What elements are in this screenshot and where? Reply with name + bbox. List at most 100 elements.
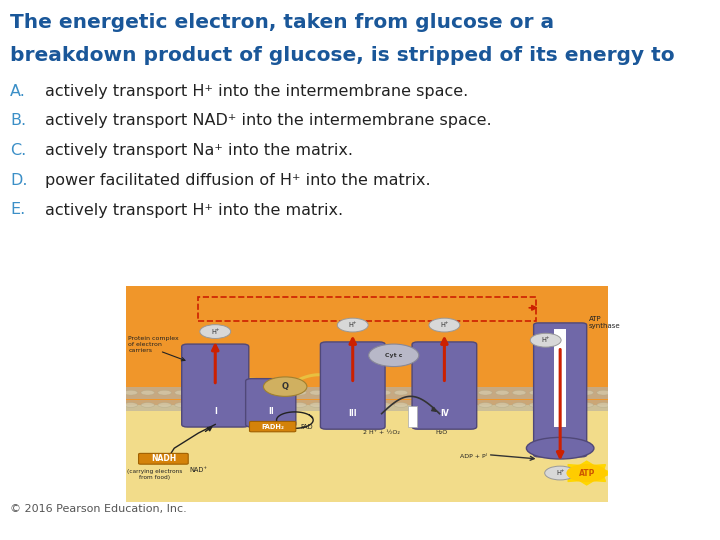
FancyBboxPatch shape (246, 379, 296, 427)
Ellipse shape (158, 390, 171, 395)
Ellipse shape (377, 403, 391, 407)
Ellipse shape (158, 403, 171, 407)
Ellipse shape (209, 390, 222, 395)
Ellipse shape (124, 390, 138, 395)
Ellipse shape (259, 390, 273, 395)
Ellipse shape (513, 403, 526, 407)
Ellipse shape (546, 390, 559, 395)
Ellipse shape (580, 403, 593, 407)
Text: Cyt c: Cyt c (385, 353, 402, 358)
Text: (carrying electrons
from food): (carrying electrons from food) (127, 469, 183, 480)
FancyBboxPatch shape (250, 421, 296, 432)
Ellipse shape (395, 403, 408, 407)
Text: NADH: NADH (150, 454, 176, 463)
Circle shape (200, 325, 230, 339)
Ellipse shape (259, 403, 273, 407)
Ellipse shape (276, 403, 289, 407)
Ellipse shape (242, 390, 256, 395)
Bar (126, 405, 608, 502)
Ellipse shape (597, 390, 611, 395)
Text: H⁺: H⁺ (556, 470, 564, 476)
Text: C.: C. (10, 143, 27, 158)
Ellipse shape (563, 403, 577, 407)
Ellipse shape (411, 403, 425, 407)
Ellipse shape (225, 403, 239, 407)
Text: B.: B. (10, 113, 26, 129)
Text: actively transport Na⁺ into the matrix.: actively transport Na⁺ into the matrix. (45, 143, 353, 158)
Text: FAD: FAD (300, 423, 313, 430)
Bar (554, 329, 567, 427)
Ellipse shape (395, 390, 408, 395)
Text: Q: Q (282, 382, 289, 391)
Text: I: I (214, 407, 217, 416)
FancyBboxPatch shape (138, 454, 188, 464)
Ellipse shape (175, 403, 188, 407)
Text: The energetic electron, taken from glucose or a: The energetic electron, taken from gluco… (10, 14, 554, 32)
Ellipse shape (546, 403, 559, 407)
Ellipse shape (293, 403, 307, 407)
Bar (126, 387, 608, 399)
Ellipse shape (310, 390, 323, 395)
Bar (408, 406, 417, 427)
Ellipse shape (141, 403, 155, 407)
Text: IV: IV (440, 409, 449, 418)
Bar (126, 286, 608, 405)
Text: actively transport H⁺ into the matrix.: actively transport H⁺ into the matrix. (45, 202, 343, 218)
Text: breakdown product of glucose, is stripped of its energy to: breakdown product of glucose, is strippe… (10, 46, 675, 65)
Ellipse shape (462, 403, 475, 407)
Text: H⁺: H⁺ (211, 328, 220, 335)
Ellipse shape (428, 403, 441, 407)
Ellipse shape (411, 390, 425, 395)
Polygon shape (560, 461, 613, 485)
Ellipse shape (428, 390, 441, 395)
Ellipse shape (327, 403, 340, 407)
Ellipse shape (563, 390, 577, 395)
Circle shape (530, 333, 561, 347)
Text: Protein complex
of electron
carriers: Protein complex of electron carriers (128, 336, 179, 353)
Bar (126, 400, 608, 411)
FancyBboxPatch shape (534, 323, 587, 457)
Circle shape (337, 318, 368, 332)
Ellipse shape (141, 390, 155, 395)
Ellipse shape (124, 403, 138, 407)
Ellipse shape (479, 390, 492, 395)
Ellipse shape (445, 390, 459, 395)
Text: II: II (268, 407, 274, 416)
Ellipse shape (495, 403, 509, 407)
Ellipse shape (377, 390, 391, 395)
Circle shape (567, 464, 607, 482)
Circle shape (264, 377, 307, 396)
FancyBboxPatch shape (181, 344, 249, 427)
Ellipse shape (276, 390, 289, 395)
Ellipse shape (175, 390, 188, 395)
Ellipse shape (513, 390, 526, 395)
Text: actively transport NAD⁺ into the intermembrane space.: actively transport NAD⁺ into the interme… (45, 113, 491, 129)
Text: H⁺: H⁺ (440, 322, 449, 328)
Ellipse shape (529, 390, 543, 395)
Text: NAD⁺: NAD⁺ (189, 467, 207, 472)
Text: H⁺: H⁺ (541, 337, 550, 343)
Ellipse shape (580, 390, 593, 395)
Text: III: III (348, 409, 357, 418)
Ellipse shape (242, 403, 256, 407)
Ellipse shape (192, 403, 205, 407)
Ellipse shape (495, 390, 509, 395)
Text: H⁺: H⁺ (348, 322, 357, 328)
Text: H₂O: H₂O (436, 430, 448, 435)
FancyBboxPatch shape (412, 342, 477, 429)
Ellipse shape (343, 390, 357, 395)
Text: ATP: ATP (578, 469, 595, 477)
Ellipse shape (462, 390, 475, 395)
Text: actively transport H⁺ into the intermembrane space.: actively transport H⁺ into the intermemb… (45, 84, 468, 99)
Text: ATP
synthase: ATP synthase (589, 316, 621, 329)
Ellipse shape (361, 390, 374, 395)
Circle shape (369, 344, 419, 367)
Ellipse shape (597, 403, 611, 407)
Ellipse shape (526, 437, 594, 459)
Ellipse shape (293, 390, 307, 395)
Text: ADP + Pᴵ: ADP + Pᴵ (460, 454, 487, 460)
Circle shape (429, 318, 460, 332)
Text: D.: D. (10, 173, 27, 188)
Text: 2 H⁺ + ½O₂: 2 H⁺ + ½O₂ (363, 430, 400, 435)
Text: power facilitated diffusion of H⁺ into the matrix.: power facilitated diffusion of H⁺ into t… (45, 173, 431, 188)
